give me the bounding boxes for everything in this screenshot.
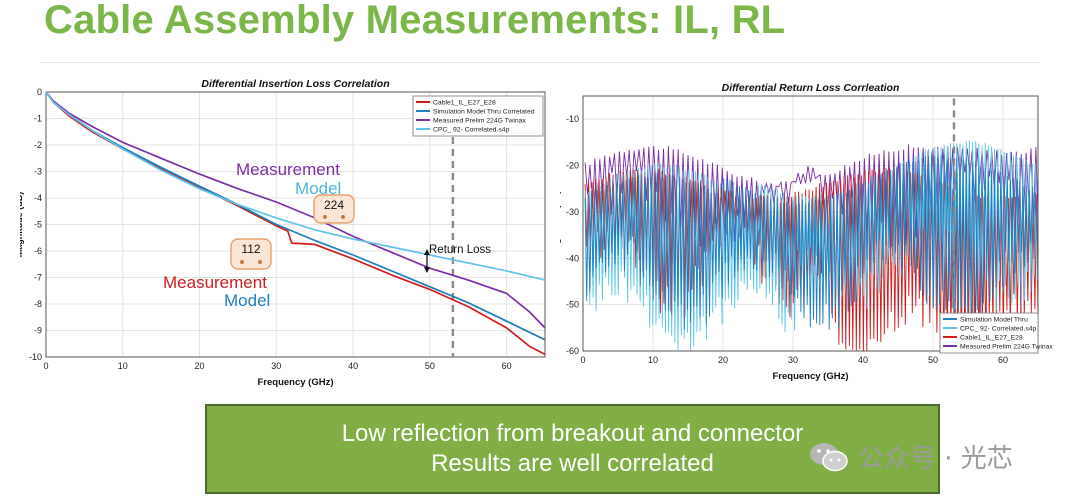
il-y-tick-label: -3 <box>34 167 42 177</box>
rl-y-tick-label: -50 <box>566 300 579 310</box>
return-loss-chart: 0 10 20 30 40 50 60 -10 -20 -30 -40 -50 -60 Different… <box>560 82 1053 382</box>
title-divider <box>40 62 1040 63</box>
rl-legend-entry: Simulation Model Thru <box>960 317 1028 324</box>
il-tag-112-dot <box>240 260 244 264</box>
rl-y-axis-label: Magnitude (dB) <box>560 191 561 257</box>
il-annotation-measurement-lower: Measurement <box>163 273 267 292</box>
il-series-line <box>45 91 546 329</box>
il-x-tick-label: 50 <box>425 361 435 371</box>
il-x-tick-label: 0 <box>43 361 48 371</box>
il-tag-224-label: 224 <box>324 198 344 212</box>
rl-y-tick-label: -30 <box>566 207 579 217</box>
il-legend-entry: CPC_ 92- Correlated.s4p <box>433 127 510 134</box>
il-x-tick-label: 40 <box>348 361 358 371</box>
il-tag-224-dot <box>341 215 345 219</box>
il-y-axis-label: Magnitude (dB) <box>20 192 24 258</box>
il-legend-box <box>412 95 544 137</box>
rl-x-tick-label: 50 <box>928 355 938 365</box>
rl-x-tick-label: 60 <box>998 355 1008 365</box>
il-tag-224-dot <box>323 215 327 219</box>
il-series-line <box>45 91 546 281</box>
il-legend-entry: Measured Prelim 224G Twinax <box>433 118 526 125</box>
il-legend-entry: Simulation Model Thru Correlated <box>433 109 535 116</box>
il-legend: Cable1_IL_E27_E28 Simulation Model Thru C… <box>412 95 544 137</box>
il-y-tick-label: -2 <box>34 140 42 150</box>
il-y-tick-label: -5 <box>34 220 42 230</box>
il-y-tick-label: -9 <box>34 326 42 336</box>
rl-y-tick-label: -10 <box>566 114 579 124</box>
rl-y-tick-label: -60 <box>566 346 579 356</box>
watermark-text: 公众号 · 光芯 <box>858 444 1013 474</box>
summary-line-2: Results are well correlated <box>431 450 714 477</box>
il-y-tick-label: 0 <box>37 87 42 97</box>
rl-y-tick-label: -40 <box>566 253 579 263</box>
rl-legend: Simulation Model Thru CPC_ 92- Correlated… <box>939 312 1053 354</box>
rl-x-tick-label: 40 <box>858 355 868 365</box>
il-y-tick-label: -8 <box>34 299 42 309</box>
rl-chart-title: Differential Return Loss Corrleation <box>722 82 900 94</box>
il-y-tick-label: -6 <box>34 246 42 256</box>
watermark: 公众号 · 光芯 <box>808 438 1013 475</box>
rl-x-tick-label: 0 <box>580 355 585 365</box>
rl-x-tick-label: 20 <box>718 355 728 365</box>
rl-legend-entry: Cable1_IL_E27_E28 <box>960 335 1023 342</box>
il-x-tick-label: 60 <box>502 361 512 371</box>
il-tag-112-dot <box>258 260 262 264</box>
rl-x-tick-label: 30 <box>788 355 798 365</box>
il-y-tick-label: -10 <box>29 352 42 362</box>
il-series-line <box>45 91 546 356</box>
il-legend-entry: Cable1_IL_E27_E28 <box>433 100 496 107</box>
rl-y-tick-label: -20 <box>566 161 579 171</box>
rl-x-tick-label: 10 <box>648 355 658 365</box>
rl-legend-entry: Measured Prelim 224G Twinax <box>960 344 1053 351</box>
wechat-icon <box>810 442 848 471</box>
il-x-tick-label: 20 <box>195 361 205 371</box>
rl-series-line <box>584 154 1038 330</box>
slide-title: Cable Assembly Measurements: IL, RL <box>44 0 786 42</box>
il-return-loss-arrowhead <box>424 249 430 255</box>
il-axes-box <box>45 91 546 358</box>
il-y-tick-label: -4 <box>34 193 42 203</box>
il-y-tick-label: -7 <box>34 273 42 283</box>
il-tag-112-label: 112 <box>241 242 260 256</box>
rl-legend-entry: CPC_ 92- Correlated.s4p <box>960 326 1037 333</box>
il-return-loss-arrowhead <box>424 267 430 273</box>
il-x-tick-label: 30 <box>271 361 281 371</box>
il-annotation-measurement-upper: Measurement <box>236 160 340 179</box>
il-annotation-return-loss: Return Loss <box>429 244 491 256</box>
il-x-tick-label: 10 <box>118 361 128 371</box>
rl-x-axis-label: Frequency (GHz) <box>772 371 848 382</box>
il-chart-title: Differential Insertion Loss Correlation <box>201 78 389 90</box>
il-y-tick-label: -1 <box>34 114 42 124</box>
il-annotation-model-lower: Model <box>224 291 270 310</box>
il-annotation-model-upper: Model <box>295 179 341 198</box>
insertion-loss-chart: 0 10 20 30 40 50 60 0 -1 -2 -3 -4 -5 -6 -7 -8 -9 -10 Diffe… <box>20 78 546 388</box>
il-x-axis-label: Frequency (GHz) <box>257 377 333 388</box>
summary-line-1: Low reflection from breakout and connect… <box>341 420 804 447</box>
